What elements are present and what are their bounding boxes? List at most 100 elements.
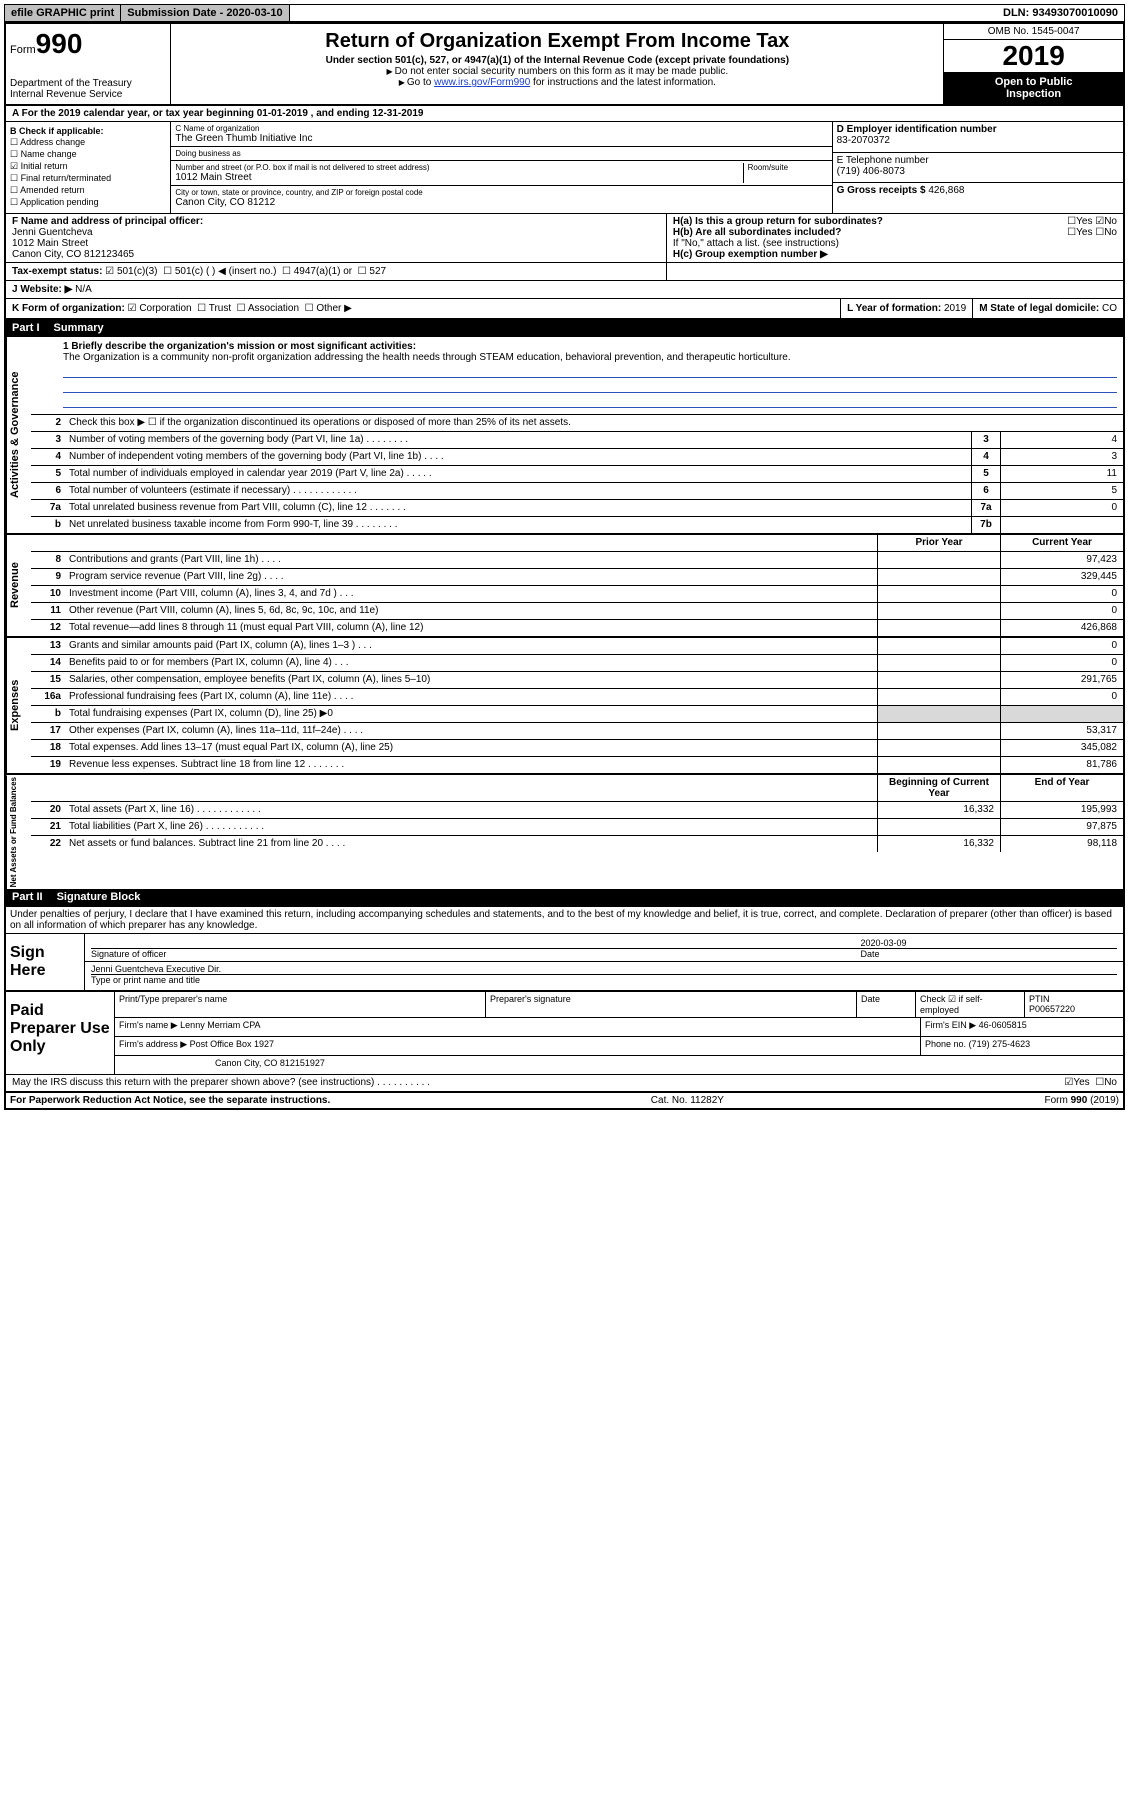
firm-addr-label: Firm's address ▶ bbox=[119, 1039, 187, 1049]
year-formation: 2019 bbox=[944, 303, 966, 314]
ptin-label: PTIN bbox=[1029, 994, 1050, 1004]
line-13-desc: Grants and similar amounts paid (Part IX… bbox=[65, 638, 877, 654]
vlabel-net-assets: Net Assets or Fund Balances bbox=[6, 775, 31, 889]
open-public-2: Inspection bbox=[1006, 88, 1061, 100]
tax-year: 2019 bbox=[944, 40, 1123, 72]
col-b-checkboxes: B Check if applicable: ☐ Address change … bbox=[6, 122, 171, 213]
line-22-end: 98,118 bbox=[1000, 836, 1123, 852]
chk-name-change[interactable]: Name change bbox=[21, 149, 77, 159]
line-15-desc: Salaries, other compensation, employee b… bbox=[65, 672, 877, 688]
top-toolbar: efile GRAPHIC print Submission Date - 20… bbox=[4, 4, 1125, 22]
chk-application-pending[interactable]: Application pending bbox=[20, 197, 99, 207]
efile-print-button[interactable]: efile GRAPHIC print bbox=[5, 5, 121, 21]
line-4-desc: Number of independent voting members of … bbox=[65, 449, 971, 465]
form-frame: Form990 Department of the Treasury Inter… bbox=[4, 22, 1125, 1110]
form-org-label: K Form of organization: bbox=[12, 303, 125, 314]
chk-amended[interactable]: Amended return bbox=[20, 185, 85, 195]
open-public-1: Open to Public bbox=[995, 76, 1073, 88]
opt-527[interactable]: 527 bbox=[369, 266, 386, 277]
mission-question: 1 Briefly describe the organization's mi… bbox=[63, 341, 416, 352]
line-16b-prior bbox=[877, 706, 1000, 722]
line-21-begin bbox=[877, 819, 1000, 835]
ha-yes[interactable]: Yes bbox=[1076, 216, 1092, 227]
line-10-desc: Investment income (Part VIII, column (A)… bbox=[65, 586, 877, 602]
year-formation-label: L Year of formation: bbox=[847, 303, 941, 314]
opt-trust[interactable]: Trust bbox=[209, 303, 231, 314]
omb-number: OMB No. 1545-0047 bbox=[944, 24, 1123, 40]
line-14-current: 0 bbox=[1000, 655, 1123, 671]
opt-other[interactable]: Other ▶ bbox=[316, 303, 351, 314]
line-16a-current: 0 bbox=[1000, 689, 1123, 705]
signature-declaration: Under penalties of perjury, I declare th… bbox=[6, 906, 1123, 933]
line-5-box: 5 bbox=[971, 466, 1000, 482]
hb-yes[interactable]: Yes bbox=[1076, 227, 1092, 238]
chk-final-return[interactable]: Final return/terminated bbox=[21, 173, 112, 183]
line-21-end: 97,875 bbox=[1000, 819, 1123, 835]
discuss-yes[interactable]: Yes bbox=[1073, 1077, 1089, 1088]
line-7a-box: 7a bbox=[971, 500, 1000, 516]
discuss-no[interactable]: No bbox=[1104, 1077, 1117, 1088]
hb-no[interactable]: No bbox=[1104, 227, 1117, 238]
line-13-current: 0 bbox=[1000, 638, 1123, 654]
line-7b-val bbox=[1000, 517, 1123, 533]
line-19-desc: Revenue less expenses. Subtract line 18 … bbox=[65, 757, 877, 773]
dln-label: DLN: 93493070010090 bbox=[997, 5, 1124, 21]
state-domicile: CO bbox=[1102, 303, 1117, 314]
officer-addr1: 1012 Main Street bbox=[12, 238, 88, 249]
chk-address-change[interactable]: Address change bbox=[20, 137, 85, 147]
hb-note: If "No," attach a list. (see instruction… bbox=[673, 238, 1117, 249]
col-begin-year: Beginning of Current Year bbox=[877, 775, 1000, 801]
officer-printed-name: Jenni Guentcheva Executive Dir. bbox=[91, 964, 221, 974]
opt-501c3[interactable]: 501(c)(3) bbox=[117, 266, 158, 277]
opt-corporation[interactable]: Corporation bbox=[139, 303, 191, 314]
firm-name: Lenny Merriam CPA bbox=[180, 1020, 260, 1030]
city-value: Canon City, CO 81212 bbox=[175, 197, 827, 208]
irs-link[interactable]: www.irs.gov/Form990 bbox=[434, 77, 530, 88]
line-19-prior bbox=[877, 757, 1000, 773]
ein-label: D Employer identification number bbox=[837, 124, 997, 135]
line-12-current: 426,868 bbox=[1000, 620, 1123, 636]
website-label: J Website: ▶ bbox=[12, 284, 72, 295]
subtitle-1: Under section 501(c), 527, or 4947(a)(1)… bbox=[175, 55, 939, 66]
chk-initial-return[interactable]: Initial return bbox=[21, 161, 68, 171]
line-13-prior bbox=[877, 638, 1000, 654]
line-7b-box: 7b bbox=[971, 517, 1000, 533]
opt-501c[interactable]: 501(c) ( ) ◀ (insert no.) bbox=[175, 266, 277, 277]
hb-label: H(b) Are all subordinates included? bbox=[673, 227, 842, 238]
line-22-begin: 16,332 bbox=[877, 836, 1000, 852]
line-17-desc: Other expenses (Part IX, column (A), lin… bbox=[65, 723, 877, 739]
line-11-prior bbox=[877, 603, 1000, 619]
tel-label: E Telephone number bbox=[837, 155, 929, 166]
line-20-begin: 16,332 bbox=[877, 802, 1000, 818]
row-a-tax-year: A For the 2019 calendar year, or tax yea… bbox=[6, 106, 1123, 122]
line-16b-current bbox=[1000, 706, 1123, 722]
opt-4947[interactable]: 4947(a)(1) or bbox=[294, 266, 352, 277]
line-16b-desc: Total fundraising expenses (Part IX, col… bbox=[65, 706, 877, 722]
prep-self-employed[interactable]: Check ☑ if self-employed bbox=[916, 992, 1025, 1017]
state-domicile-label: M State of legal domicile: bbox=[979, 303, 1099, 314]
line-3-val: 4 bbox=[1000, 432, 1123, 448]
vlabel-governance: Activities & Governance bbox=[6, 337, 31, 533]
submission-date-button[interactable]: Submission Date - 2020-03-10 bbox=[121, 5, 289, 21]
line-15-prior bbox=[877, 672, 1000, 688]
officer-label: F Name and address of principal officer: bbox=[12, 216, 203, 227]
line-16a-prior bbox=[877, 689, 1000, 705]
vlabel-expenses: Expenses bbox=[6, 638, 31, 773]
tel-value: (719) 406-8073 bbox=[837, 166, 905, 177]
firm-name-label: Firm's name ▶ bbox=[119, 1020, 178, 1030]
line-3-box: 3 bbox=[971, 432, 1000, 448]
dba-label: Doing business as bbox=[175, 149, 827, 158]
officer-printed-label: Type or print name and title bbox=[91, 975, 200, 985]
ha-no[interactable]: No bbox=[1104, 216, 1117, 227]
opt-association[interactable]: Association bbox=[248, 303, 299, 314]
line-6-box: 6 bbox=[971, 483, 1000, 499]
form-number: 990 bbox=[36, 28, 83, 59]
firm-ein: 46-0605815 bbox=[979, 1020, 1027, 1030]
gross-value: 426,868 bbox=[928, 185, 964, 196]
line-10-prior bbox=[877, 586, 1000, 602]
line-6-val: 5 bbox=[1000, 483, 1123, 499]
line-8-current: 97,423 bbox=[1000, 552, 1123, 568]
sign-here-label: Sign Here bbox=[6, 934, 85, 990]
org-name-label: C Name of organization bbox=[175, 124, 827, 133]
officer-addr2: Canon City, CO 812123465 bbox=[12, 249, 134, 260]
